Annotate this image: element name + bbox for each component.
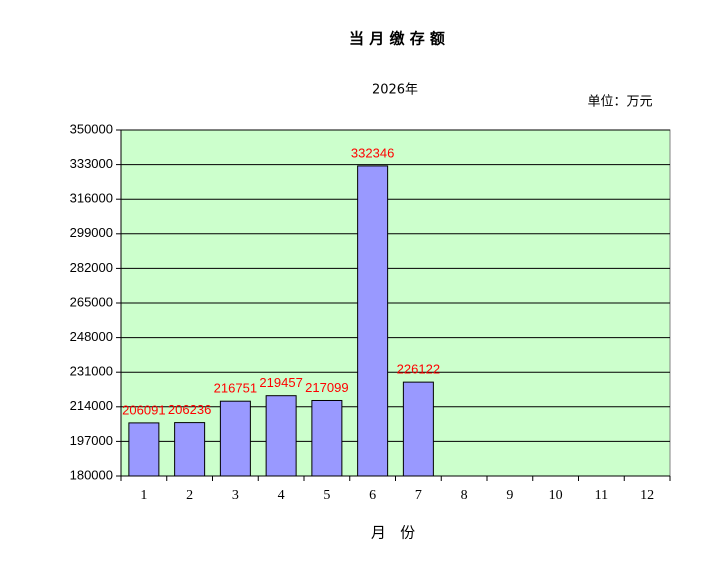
y-tick-label: 333000 <box>70 156 113 171</box>
x-tick-label: 4 <box>278 488 285 503</box>
bar <box>219 400 251 477</box>
y-tick-label: 265000 <box>70 294 113 309</box>
x-tick-label: 3 <box>232 488 239 503</box>
x-tick-label: 8 <box>461 488 468 503</box>
x-tick-label: 5 <box>323 488 330 503</box>
x-axis-label: 月 份 <box>371 524 415 542</box>
unit-label: 单位：万元 <box>587 95 652 110</box>
x-tick-label: 7 <box>415 488 422 503</box>
x-tick-label: 9 <box>506 488 513 503</box>
y-tick-label: 197000 <box>70 433 113 448</box>
y-tick-label: 350000 <box>70 121 113 136</box>
bar <box>402 381 434 477</box>
x-tick-label: 6 <box>369 488 376 503</box>
bar <box>311 399 343 477</box>
y-tick-label: 299000 <box>70 225 113 240</box>
y-tick-label: 214000 <box>70 398 113 413</box>
bar <box>265 395 297 477</box>
y-tick-label: 316000 <box>70 191 113 206</box>
data-label: 332346 <box>351 145 394 160</box>
y-tick-label: 180000 <box>70 467 113 482</box>
x-tick-label: 2 <box>186 488 193 503</box>
data-label: 219457 <box>259 375 302 390</box>
y-tick-label: 282000 <box>70 260 113 275</box>
data-label: 217099 <box>305 380 348 395</box>
x-tick-label: 1 <box>140 488 147 503</box>
bar <box>174 422 206 477</box>
x-tick-label: 10 <box>549 488 563 503</box>
x-tick-label: 12 <box>640 488 654 503</box>
y-tick-label: 248000 <box>70 329 113 344</box>
data-label: 216751 <box>214 381 257 396</box>
y-tick-label: 231000 <box>70 364 113 379</box>
chart-title: 当 月 缴 存 额 <box>349 30 445 48</box>
bar <box>357 165 389 477</box>
data-label: 206091 <box>122 402 165 417</box>
data-label: 226122 <box>397 362 440 377</box>
bar <box>128 422 160 477</box>
chart-subtitle: 2026年 <box>372 83 418 98</box>
data-label: 206236 <box>168 402 211 417</box>
x-tick-label: 11 <box>595 488 608 503</box>
